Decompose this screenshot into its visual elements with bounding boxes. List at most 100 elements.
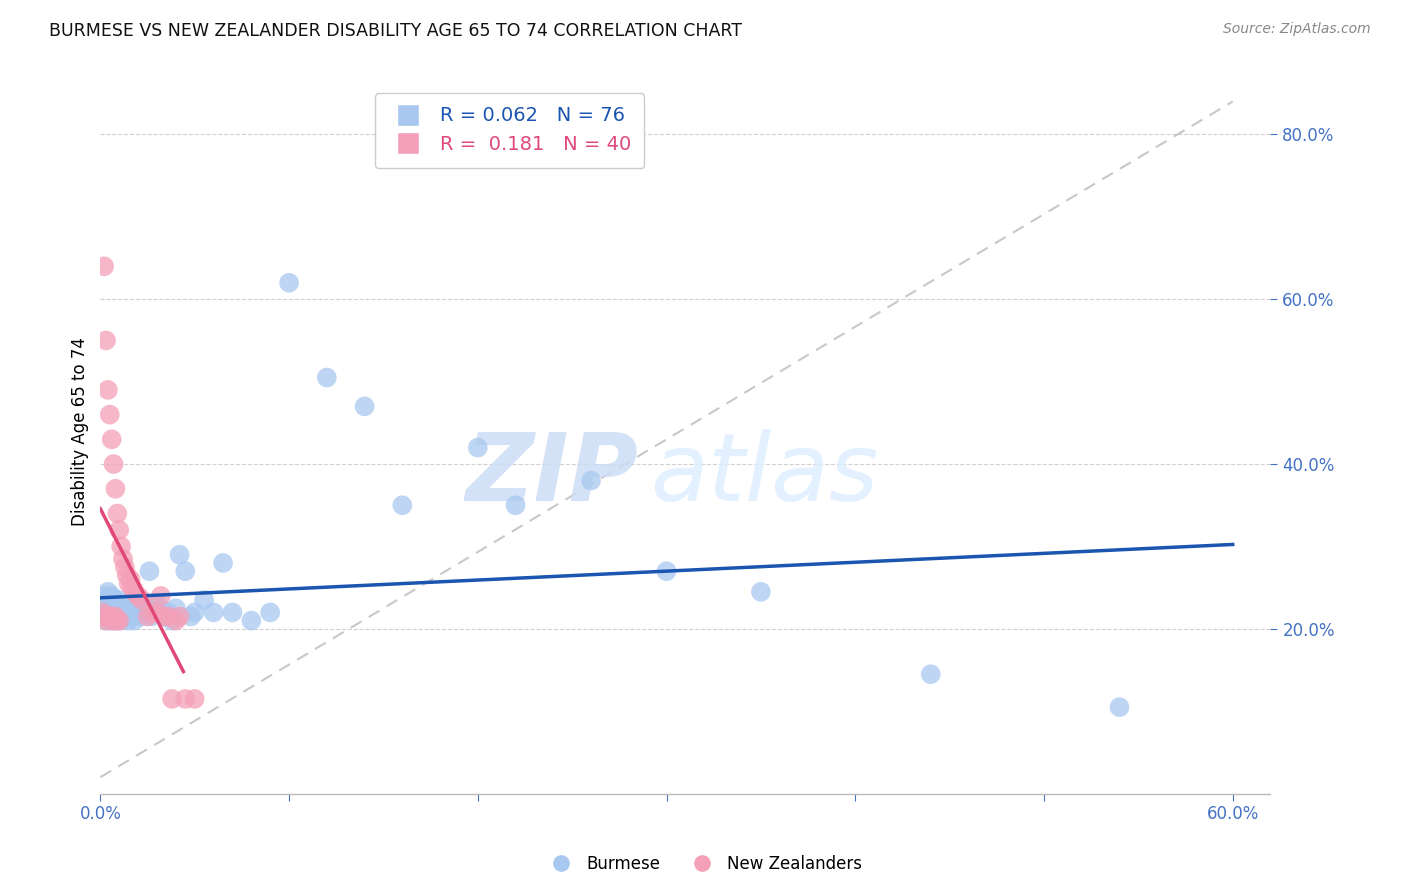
Point bbox=[111, 609, 134, 624]
Point bbox=[98, 606, 121, 620]
Point bbox=[141, 609, 163, 624]
Point bbox=[315, 370, 337, 384]
Point bbox=[115, 609, 138, 624]
Point bbox=[153, 609, 176, 624]
Point bbox=[240, 614, 263, 628]
Y-axis label: Disability Age 65 to 74: Disability Age 65 to 74 bbox=[72, 336, 89, 525]
Point bbox=[91, 606, 114, 620]
Point bbox=[100, 433, 122, 447]
Point bbox=[120, 606, 142, 620]
Point bbox=[146, 597, 169, 611]
Point bbox=[141, 606, 163, 620]
Point bbox=[100, 597, 122, 611]
Point bbox=[98, 408, 121, 422]
Point bbox=[105, 614, 128, 628]
Point bbox=[118, 601, 141, 615]
Point bbox=[146, 606, 169, 620]
Point bbox=[749, 584, 772, 599]
Point bbox=[391, 498, 413, 512]
Point bbox=[120, 573, 142, 587]
Point bbox=[98, 609, 121, 624]
Point bbox=[180, 609, 202, 624]
Point bbox=[103, 457, 125, 471]
Point bbox=[93, 589, 115, 603]
Point bbox=[165, 614, 187, 628]
Point bbox=[157, 606, 180, 620]
Point bbox=[138, 564, 160, 578]
Point bbox=[202, 606, 225, 620]
Point bbox=[183, 692, 205, 706]
Text: BURMESE VS NEW ZEALANDER DISABILITY AGE 65 TO 74 CORRELATION CHART: BURMESE VS NEW ZEALANDER DISABILITY AGE … bbox=[49, 22, 742, 40]
Point bbox=[132, 606, 155, 620]
Point bbox=[97, 609, 120, 624]
Point bbox=[104, 601, 127, 615]
Legend: R = 0.062   N = 76, R =  0.181   N = 40: R = 0.062 N = 76, R = 0.181 N = 40 bbox=[375, 93, 644, 168]
Point bbox=[149, 589, 172, 603]
Point bbox=[127, 597, 149, 611]
Point bbox=[115, 568, 138, 582]
Point bbox=[259, 606, 281, 620]
Point bbox=[100, 609, 122, 624]
Point bbox=[94, 334, 117, 348]
Point bbox=[1108, 700, 1130, 714]
Point bbox=[108, 523, 131, 537]
Point bbox=[505, 498, 527, 512]
Point bbox=[93, 609, 115, 624]
Point bbox=[98, 614, 121, 628]
Point bbox=[353, 400, 375, 414]
Point bbox=[129, 601, 152, 615]
Point bbox=[105, 614, 128, 628]
Point bbox=[94, 614, 117, 628]
Point bbox=[97, 584, 120, 599]
Point bbox=[103, 614, 125, 628]
Point bbox=[103, 597, 125, 611]
Text: Source: ZipAtlas.com: Source: ZipAtlas.com bbox=[1223, 22, 1371, 37]
Point bbox=[111, 551, 134, 566]
Point bbox=[160, 692, 183, 706]
Point bbox=[136, 609, 159, 624]
Point bbox=[165, 601, 187, 615]
Point bbox=[124, 584, 146, 599]
Point bbox=[110, 614, 132, 628]
Point bbox=[136, 601, 159, 615]
Point bbox=[131, 609, 153, 624]
Point bbox=[104, 609, 127, 624]
Point bbox=[160, 614, 183, 628]
Point bbox=[104, 609, 127, 624]
Point bbox=[94, 614, 117, 628]
Point bbox=[110, 606, 132, 620]
Point bbox=[108, 614, 131, 628]
Point bbox=[174, 692, 197, 706]
Point bbox=[97, 609, 120, 624]
Point bbox=[142, 606, 165, 620]
Point bbox=[124, 614, 146, 628]
Point bbox=[174, 564, 197, 578]
Point bbox=[157, 609, 180, 624]
Point bbox=[104, 593, 127, 607]
Point bbox=[114, 606, 136, 620]
Text: atlas: atlas bbox=[651, 429, 879, 520]
Point bbox=[100, 589, 122, 603]
Point bbox=[920, 667, 942, 681]
Point bbox=[183, 606, 205, 620]
Point bbox=[104, 482, 127, 496]
Point bbox=[93, 606, 115, 620]
Point bbox=[131, 593, 153, 607]
Point bbox=[114, 560, 136, 574]
Point bbox=[105, 597, 128, 611]
Point bbox=[91, 597, 114, 611]
Point bbox=[94, 593, 117, 607]
Point bbox=[111, 601, 134, 615]
Point bbox=[108, 593, 131, 607]
Point bbox=[169, 609, 191, 624]
Point bbox=[97, 597, 120, 611]
Point bbox=[212, 556, 235, 570]
Point bbox=[193, 593, 215, 607]
Point bbox=[153, 609, 176, 624]
Point bbox=[93, 260, 115, 274]
Point bbox=[100, 601, 122, 615]
Point bbox=[121, 581, 143, 595]
Point bbox=[100, 609, 122, 624]
Point bbox=[118, 614, 141, 628]
Point bbox=[114, 597, 136, 611]
